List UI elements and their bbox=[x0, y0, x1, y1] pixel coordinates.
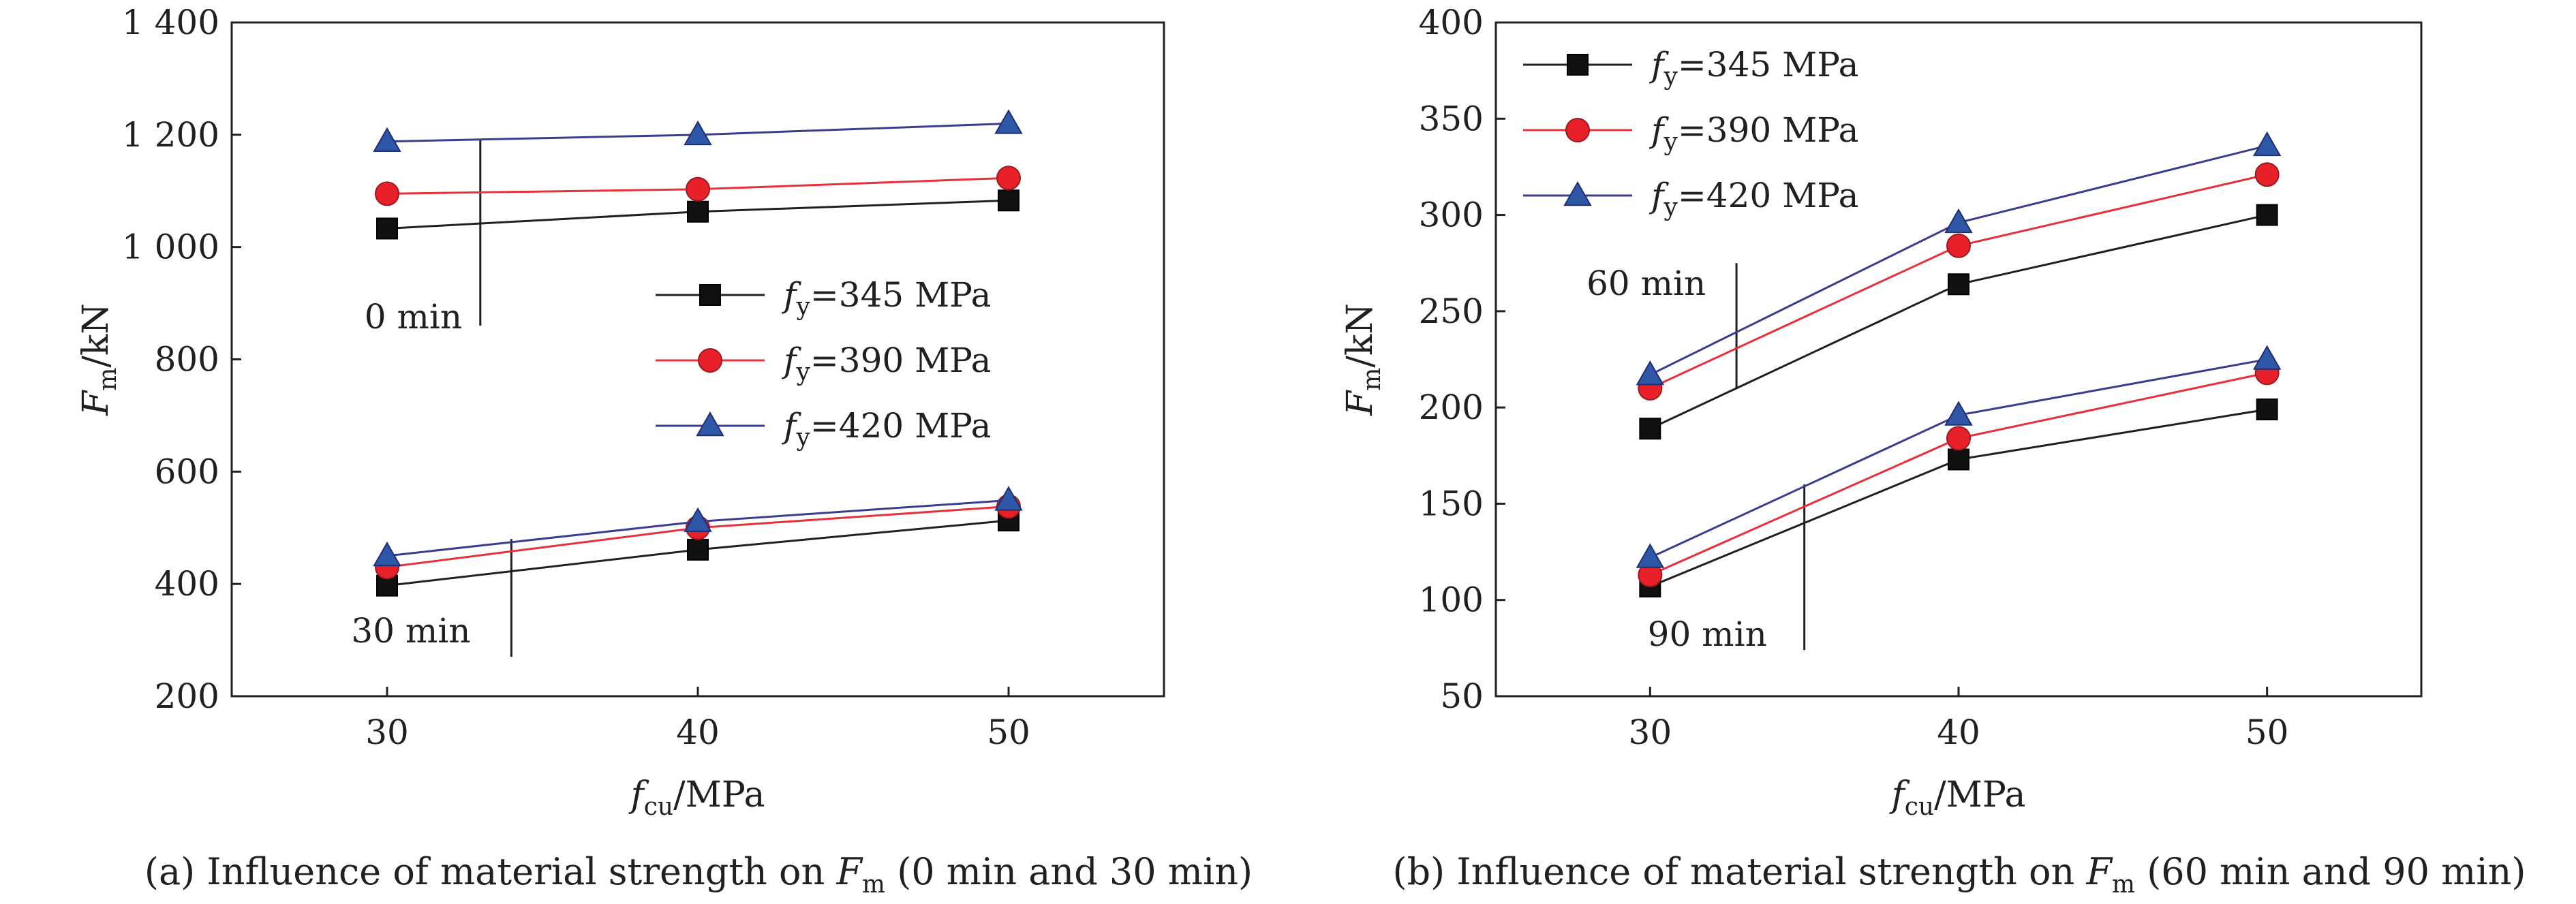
data-point bbox=[2254, 162, 2280, 187]
y-tick-label: 1 200 bbox=[122, 115, 219, 155]
legend-label: fy=420 MPa bbox=[781, 406, 991, 452]
legend-entry: fy=345 MPa bbox=[656, 275, 991, 321]
annotation-label: 60 min bbox=[1586, 264, 1706, 303]
plot-frame bbox=[1494, 21, 2423, 698]
legend-label: fy=420 MPa bbox=[1649, 176, 1858, 221]
legend-marker bbox=[1567, 54, 1589, 76]
y-tick-label: 50 bbox=[1440, 676, 1484, 716]
y-tick-label: 800 bbox=[155, 340, 219, 379]
y-tick-label: 400 bbox=[1419, 3, 1484, 42]
caption-b: (b) Influence of material strength on Fm… bbox=[1393, 850, 2526, 899]
data-point bbox=[1946, 233, 1971, 258]
data-point bbox=[2252, 345, 2282, 370]
y-tick-label: 600 bbox=[155, 452, 219, 491]
y-tick-label: 1 000 bbox=[122, 228, 219, 267]
data-point bbox=[1948, 273, 1969, 296]
data-point bbox=[687, 538, 709, 561]
x-tick-label: 30 bbox=[365, 713, 409, 752]
data-point bbox=[994, 486, 1023, 511]
data-point bbox=[998, 189, 1019, 212]
legend-marker bbox=[1565, 118, 1590, 142]
legend-marker bbox=[1563, 181, 1592, 206]
data-point bbox=[1944, 401, 1973, 426]
data-point bbox=[1948, 448, 1969, 471]
annotation-label: 0 min bbox=[365, 297, 462, 337]
legend-label: fy=390 MPa bbox=[1649, 110, 1858, 156]
data-point bbox=[376, 217, 398, 240]
legend-label: fy=345 MPa bbox=[781, 275, 991, 321]
data-point bbox=[684, 507, 712, 532]
data-point bbox=[1636, 360, 1665, 386]
data-point bbox=[1636, 543, 1665, 568]
legend-marker bbox=[699, 284, 721, 306]
data-point bbox=[2252, 131, 2282, 157]
data-point bbox=[1944, 208, 1973, 234]
data-point bbox=[996, 166, 1021, 191]
legend-entry: fy=390 MPa bbox=[1523, 110, 1858, 156]
legend-entry: fy=345 MPa bbox=[1523, 45, 1858, 91]
y-tick-label: 400 bbox=[155, 564, 219, 604]
data-point bbox=[373, 541, 401, 567]
data-point bbox=[1946, 426, 1971, 451]
data-point bbox=[375, 181, 399, 206]
data-point bbox=[686, 176, 710, 202]
x-tick-label: 40 bbox=[676, 713, 720, 752]
caption-a: (a) Influence of material strength on Fm… bbox=[144, 850, 1253, 899]
panel-a: 200 400 600 800 1 000 1 200 1 400 30 40 50 fcu/MPa… bbox=[76, 3, 1165, 821]
data-point bbox=[2256, 398, 2278, 420]
y-axis-label: Fm/kN bbox=[1340, 303, 1386, 416]
x-axis-label: fcu/MPa bbox=[1888, 775, 2025, 821]
x-tick-label: 50 bbox=[2245, 713, 2289, 752]
x-axis-label: fcu/MPa bbox=[628, 775, 765, 821]
y-axis-label: Fm/kN bbox=[76, 303, 122, 416]
legend-entry: fy=420 MPa bbox=[656, 406, 991, 452]
legend-label: fy=390 MPa bbox=[781, 341, 991, 386]
y-tick-label: 200 bbox=[155, 676, 219, 716]
y-tick-label: 150 bbox=[1419, 484, 1484, 523]
y-tick-label: 1 400 bbox=[122, 3, 219, 42]
y-tick-label: 250 bbox=[1419, 292, 1484, 331]
x-tick-label: 40 bbox=[1937, 713, 1980, 752]
legend-label: fy=345 MPa bbox=[1649, 45, 1858, 91]
y-tick-label: 300 bbox=[1419, 196, 1484, 235]
x-tick-label: 30 bbox=[1629, 713, 1672, 752]
panel-b: 50 100 150 200 250 300 350 400 30 40 50 fcu/MPa Fm/k… bbox=[1340, 3, 2423, 821]
data-point bbox=[684, 120, 712, 146]
legend-entry: fy=390 MPa bbox=[656, 341, 991, 386]
legend-entry: fy=420 MPa bbox=[1523, 176, 1858, 221]
data-point bbox=[687, 200, 709, 223]
data-point bbox=[2256, 204, 2278, 226]
y-tick-label: 200 bbox=[1419, 388, 1484, 427]
annotation-label: 30 min bbox=[351, 611, 470, 651]
annotation-label: 90 min bbox=[1648, 614, 1767, 654]
y-tick-label: 350 bbox=[1419, 99, 1484, 138]
data-point bbox=[373, 127, 401, 152]
data-point bbox=[994, 109, 1023, 134]
legend-marker bbox=[696, 411, 724, 437]
legend-marker bbox=[698, 348, 722, 373]
y-tick-label: 100 bbox=[1419, 580, 1484, 620]
data-point bbox=[1639, 418, 1661, 440]
x-tick-label: 50 bbox=[987, 713, 1030, 752]
